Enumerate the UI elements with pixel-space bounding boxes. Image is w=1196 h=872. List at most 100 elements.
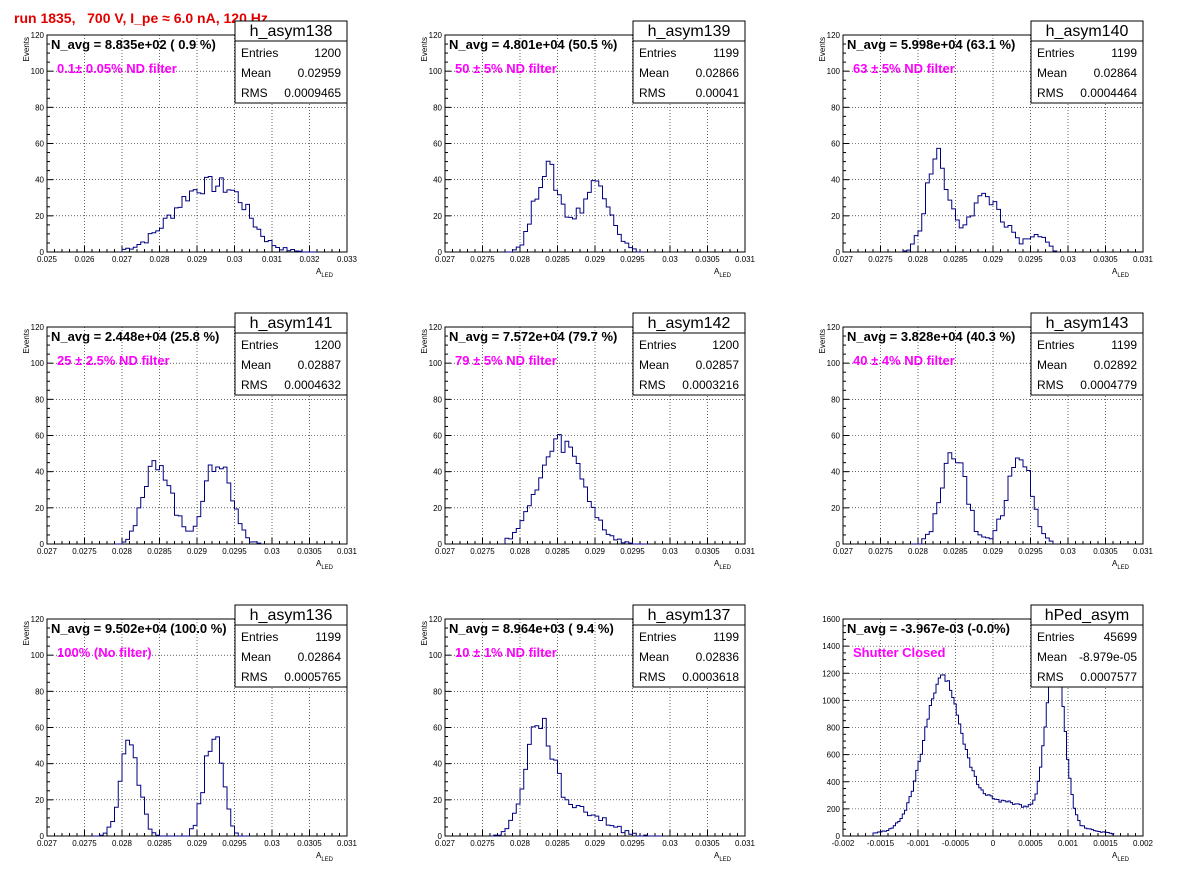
y-axis-label: Events [22,621,31,645]
histogram-panel: 0.027 0.0275 0.028 0.0285 0.029 0.0295 0.03 0.0… [420,20,756,279]
filter-label: 50 ± 5% ND filter [455,61,557,76]
filter-label: 0.1± 0.05% ND filter [57,61,177,76]
x-tick-label: 0.0275 [72,839,97,848]
stat-key: Mean [639,650,669,664]
x-tick-label: 0.031 [1133,547,1154,556]
y-tick-label: 60 [35,432,44,441]
stat-key: Mean [241,66,271,80]
stats-box [632,40,746,104]
x-tick-label: 0.027 [37,547,58,556]
filter-label: 63 ± 5% ND filter [853,61,955,76]
filter-label: 79 ± 5% ND filter [455,353,557,368]
y-tick-label: 40 [35,760,44,769]
y-tick-label: 60 [35,724,44,733]
stat-key: RMS [639,670,666,684]
stat-value: 1199 [713,46,739,60]
y-tick-label: 20 [433,504,442,513]
x-tick-label: -0.0015 [867,839,895,848]
stat-value: 0.02857 [696,358,740,372]
histogram-series [504,434,648,545]
x-tick-label: 0.029 [585,839,606,848]
y-tick-label: 200 [827,805,841,814]
y-axis-label: Events [420,621,429,645]
hist-name: h_asym142 [648,315,731,332]
y-tick-label: 1400 [822,642,840,651]
stat-key: Entries [241,338,278,352]
y-tick-label: 80 [433,103,442,112]
stat-key: Entries [1037,338,1074,352]
stat-value: 0.0004632 [284,378,341,392]
x-tick-label: 0.031 [262,255,283,264]
filter-label: 25 ± 2.5% ND filter [57,353,170,368]
y-tick-label: 20 [831,212,840,221]
histogram-panel: 0.027 0.0275 0.028 0.0285 0.029 0.0295 0.03 0.0… [818,312,1154,571]
stat-key: RMS [1037,378,1064,392]
filter-label: 10 ± 1% ND filter [455,645,557,660]
y-tick-label: 0 [438,248,443,257]
stat-key: RMS [1037,670,1064,684]
x-tick-label: 0.031 [735,547,756,556]
y-tick-label: 100 [31,651,45,660]
x-tick-label: 0.027 [833,255,854,264]
y-tick-label: 120 [827,31,841,40]
stat-key: Entries [1037,630,1074,644]
y-tick-label: 40 [35,468,44,477]
hist-name: h_asym139 [648,23,731,40]
stat-value: 0.02887 [298,358,342,372]
histogram-series [505,160,644,253]
stat-value: 1200 [712,338,739,352]
stats-box [234,40,348,104]
hist-name: h_asym141 [250,315,333,332]
x-tick-label: 0.028 [908,255,929,264]
x-tick-label: 0.0305 [1093,255,1118,264]
y-tick-label: 100 [429,651,443,660]
stats-box [1030,624,1144,688]
y-tick-label: 0 [40,832,45,841]
hist-name: hPed_asym [1045,607,1130,624]
y-tick-label: 100 [827,359,841,368]
x-tick-label: 0.0285 [147,839,172,848]
x-tick-label: 0.0305 [1093,547,1118,556]
stat-value: 0.00041 [696,86,740,100]
x-tick-label: 0.0015 [1093,839,1118,848]
histogram-panel: 0.027 0.0275 0.028 0.0285 0.029 0.0295 0.03 0.0… [818,20,1154,279]
navg-label: N_avg = 3.828e+04 (40.3 %) [847,329,1015,344]
y-tick-label: 120 [429,615,443,624]
y-tick-label: 600 [827,751,841,760]
x-tick-label: 0.029 [585,547,606,556]
stat-value: 1199 [1111,46,1137,60]
y-tick-label: 40 [831,176,840,185]
y-tick-label: 400 [827,778,841,787]
x-tick-label: 0.029 [983,255,1004,264]
x-tick-label: 0.032 [299,255,320,264]
stat-key: Entries [639,630,676,644]
stat-key: RMS [241,670,268,684]
x-tick-label: 0 [991,839,996,848]
y-tick-label: 40 [433,760,442,769]
x-tick-label: 0.03 [662,255,678,264]
navg-label: N_avg = -3.967e-03 (-0.0%) [847,621,1010,636]
histogram-panel: 0.027 0.0275 0.028 0.0285 0.029 0.0295 0.03 0.0… [420,312,756,571]
y-tick-label: 80 [35,103,44,112]
stat-key: RMS [1037,86,1064,100]
x-tick-label: 0.028 [149,255,170,264]
y-tick-label: 60 [831,432,840,441]
stat-value: 0.0003216 [682,378,739,392]
x-axis-label: ALED [1112,267,1130,279]
y-tick-label: 1000 [822,696,840,705]
stat-value: 0.0004464 [1080,86,1137,100]
x-tick-label: 0.031 [1133,255,1154,264]
y-tick-label: 60 [433,140,442,149]
stat-key: Entries [639,46,676,60]
x-tick-label: 0.027 [37,839,58,848]
y-tick-label: 80 [831,395,840,404]
stat-key: RMS [639,86,666,100]
y-tick-label: 0 [836,248,841,257]
navg-label: N_avg = 8.964e+03 ( 9.4 %) [449,621,614,636]
x-axis-label: ALED [316,559,334,571]
stat-key: Entries [241,630,278,644]
histogram-panel: 0.027 0.0275 0.028 0.0285 0.029 0.0295 0.03 0.0… [420,604,756,863]
stat-key: RMS [241,86,268,100]
x-tick-label: 0.031 [337,839,358,848]
histogram-series [114,460,262,545]
